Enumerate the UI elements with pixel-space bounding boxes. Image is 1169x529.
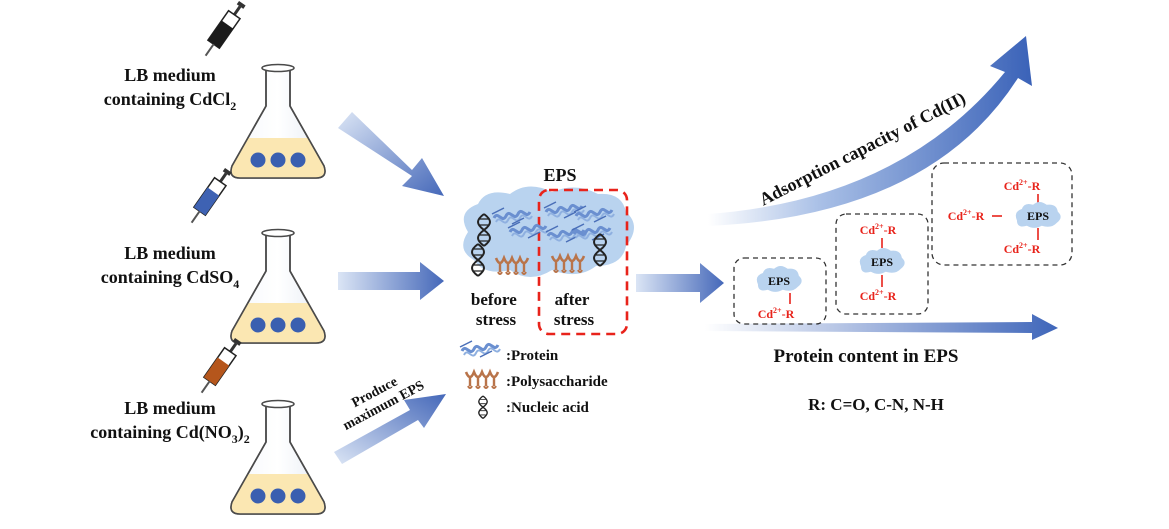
complex-1: EPS Cd2+-R (733, 257, 827, 325)
cd-bond: Cd2+-R (758, 306, 795, 321)
adsorption-curve-arrow (708, 36, 1032, 226)
arrow-top (338, 112, 444, 196)
cd-bond: Cd2+-R (948, 208, 985, 223)
legend-nucleic-acid: :Nucleic acid (506, 400, 590, 416)
complex-2: Cd2+-R EPS Cd2+-R (835, 213, 929, 315)
legend-protein: :Protein (506, 348, 559, 364)
complex-3: Cd2+-R EPS Cd2+-R Cd2+-R (931, 162, 1073, 266)
protein-arrow (705, 314, 1058, 340)
cd-bond: Cd2+-R (1004, 178, 1041, 193)
eps-title: EPS (543, 165, 576, 185)
eps-label: EPS (1027, 209, 1049, 223)
flask-label-line2: containing CdCl2 (104, 89, 237, 113)
syringe-icon (200, 337, 242, 394)
legend-polysaccharide: :Polysaccharide (506, 374, 608, 390)
before-stress-label: before stress (471, 290, 521, 329)
eps-label: EPS (871, 255, 893, 269)
arrow-middle (338, 262, 444, 300)
flask-cdso4: LB medium containing CdSO4 (101, 167, 326, 344)
flask-label-line1: LB medium (124, 398, 216, 418)
protein-icon (458, 339, 502, 359)
flask-label-line2: containing Cd(NO3)2 (90, 422, 250, 446)
polysaccharide-icon (464, 370, 500, 390)
cd-bond: Cd2+-R (860, 288, 897, 303)
arrow-bottom (334, 394, 446, 464)
flask-cdcl2: LB medium containing CdCl2 (104, 0, 326, 179)
flask-cdno32: LB medium containing Cd(NO3)2 (90, 337, 326, 515)
flask-label-line1: LB medium (124, 243, 216, 263)
after-stress-box (537, 188, 629, 336)
arrow-right (636, 263, 724, 303)
r-label: R: C=O, C-N, N-H (808, 395, 944, 414)
protein-label: Protein content in EPS (774, 346, 959, 367)
cd-bond: Cd2+-R (860, 222, 897, 237)
flask-label-line2: containing CdSO4 (101, 267, 240, 291)
eps-cloud: EPS before stress after stress (463, 165, 634, 336)
produce-label: Produce maximum EPS (333, 364, 427, 434)
cd-bond: Cd2+-R (1004, 241, 1041, 256)
syringe-icon (190, 167, 232, 224)
legend: :Protein :Polysaccharide :Nucleic acid (458, 339, 608, 420)
nucleic-acid-icon (478, 395, 488, 420)
syringe-icon (204, 0, 246, 57)
flask-label-line1: LB medium (124, 65, 216, 85)
after-stress-label: after stress (554, 290, 595, 329)
eps-label: EPS (768, 274, 790, 288)
